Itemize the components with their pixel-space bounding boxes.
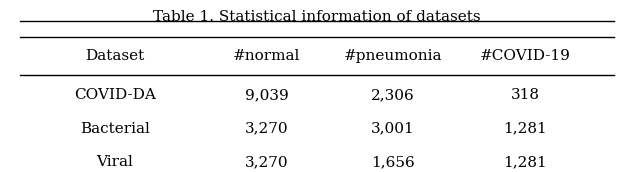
- Text: 2,306: 2,306: [371, 88, 415, 102]
- Text: 3,270: 3,270: [245, 155, 288, 169]
- Text: Bacterial: Bacterial: [80, 122, 150, 136]
- Text: Table 1. Statistical information of datasets: Table 1. Statistical information of data…: [153, 10, 481, 24]
- Text: 318: 318: [511, 88, 540, 102]
- Text: 1,281: 1,281: [503, 155, 547, 169]
- Text: 1,656: 1,656: [371, 155, 415, 169]
- Text: #COVID-19: #COVID-19: [480, 49, 571, 63]
- Text: 3,001: 3,001: [371, 122, 415, 136]
- Text: #pneumonia: #pneumonia: [344, 49, 442, 63]
- Text: Dataset: Dataset: [86, 49, 145, 63]
- Text: #normal: #normal: [233, 49, 300, 63]
- Text: 1,281: 1,281: [503, 122, 547, 136]
- Text: Viral: Viral: [96, 155, 133, 169]
- Text: 3,270: 3,270: [245, 122, 288, 136]
- Text: COVID-DA: COVID-DA: [74, 88, 156, 102]
- Text: 9,039: 9,039: [245, 88, 288, 102]
